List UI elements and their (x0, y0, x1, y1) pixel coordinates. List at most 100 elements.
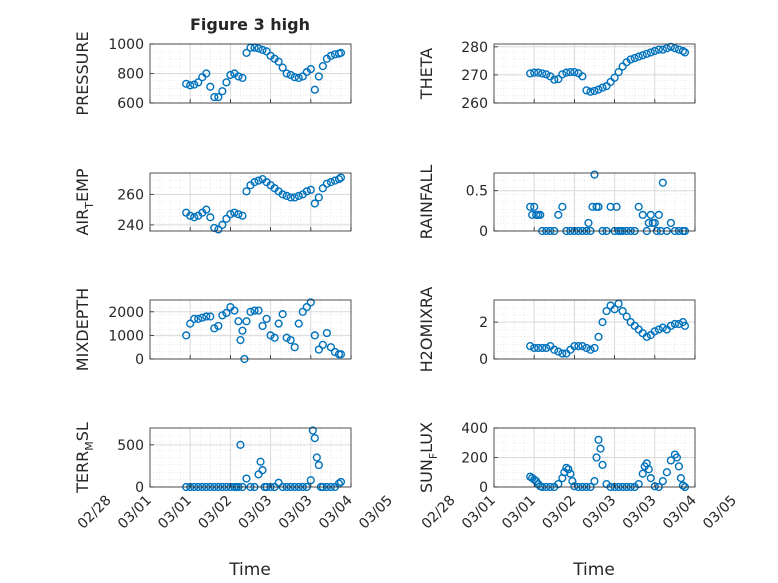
data-point (644, 465, 653, 474)
data-point (650, 46, 659, 56)
data-point (622, 312, 631, 321)
data-point (602, 82, 611, 91)
data-point (186, 81, 195, 90)
data-point (274, 319, 283, 328)
data-point (610, 305, 619, 314)
data-point (658, 477, 667, 486)
data-point (302, 187, 311, 196)
x-tick-label: 03/05 (700, 493, 740, 533)
data-point (186, 211, 195, 220)
data-point (654, 325, 663, 334)
data-point (262, 47, 271, 56)
data-point (242, 187, 251, 196)
subplot-sun-flux: 0 200 400 SUNFLUX (417, 421, 696, 496)
data-point (234, 210, 243, 219)
data-point (582, 343, 591, 353)
y-tick-label: 200 (461, 451, 488, 467)
data-point (218, 220, 227, 229)
data-point (286, 70, 295, 80)
data-point (282, 333, 291, 342)
data-point (538, 69, 547, 78)
y-axis-label: SUNFLUX (417, 422, 440, 493)
data-point (644, 218, 653, 228)
data-point (594, 85, 603, 94)
x-tick-label: 03/01 (115, 493, 155, 533)
data-point (206, 213, 215, 222)
data-point (230, 208, 239, 217)
data-point (646, 474, 655, 483)
data-point (336, 173, 346, 182)
subplot-grid: 600 800 1000 PRESSURE 260 270 280 THETA 240 260 AI… (73, 31, 740, 532)
data-point (256, 457, 265, 466)
data-point (638, 51, 647, 60)
y-tick-label: 800 (117, 67, 144, 83)
data-point (634, 52, 643, 61)
data-point (194, 314, 203, 323)
data-point (646, 210, 655, 219)
data-point (250, 306, 259, 315)
data-point (210, 92, 219, 102)
data-point (336, 477, 346, 487)
data-point (242, 317, 251, 326)
data-point (558, 70, 567, 79)
data-point (672, 453, 682, 462)
data-point (202, 69, 211, 78)
data-point (236, 440, 245, 449)
data-point (286, 336, 295, 345)
x-tick-label: 03/01 (499, 493, 539, 533)
data-point (638, 210, 647, 219)
x-tick-label: 03/02 (195, 493, 235, 533)
data-point (646, 48, 655, 57)
data-point (202, 205, 211, 214)
data-point (530, 68, 539, 77)
x-tick-label: 03/05 (356, 493, 396, 533)
data-point (290, 73, 299, 82)
data-point (336, 48, 346, 57)
data-point (562, 68, 571, 77)
data-point (270, 333, 279, 342)
data-point (314, 72, 323, 81)
subplot-pressure: 600 800 1000 PRESSURE (73, 31, 352, 116)
data-point (568, 477, 577, 486)
y-tick-label: 1000 (108, 328, 144, 344)
data-point (234, 72, 243, 81)
data-point (238, 326, 247, 335)
data-point (314, 460, 323, 470)
data-point (606, 202, 615, 211)
data-point (306, 185, 315, 194)
data-point (310, 434, 319, 443)
data-point (326, 178, 336, 187)
data-point (336, 350, 346, 359)
data-point (298, 307, 307, 316)
subplot-rainfall: 0 0.5 RAINFALL (417, 165, 696, 240)
data-point (526, 69, 535, 78)
data-point (274, 478, 283, 487)
data-point (582, 86, 591, 95)
y-tick-label: 260 (461, 96, 488, 112)
data-point (294, 319, 303, 328)
data-point (290, 343, 299, 352)
data-point (294, 191, 303, 200)
data-point (190, 314, 199, 323)
x-tick-label: 03/03 (276, 493, 316, 533)
data-point (554, 210, 563, 219)
axes-box (493, 172, 696, 232)
data-point (550, 75, 559, 84)
subplot-air-temp: 240 260 AIRTEMP (73, 168, 352, 236)
data-point (302, 302, 311, 312)
data-point (562, 463, 571, 472)
y-tick-label: 0 (479, 224, 488, 240)
x-tick-label: 02/28 (419, 493, 459, 533)
data-point (658, 45, 667, 54)
data-point (642, 332, 651, 341)
data-point (638, 469, 647, 478)
data-point (214, 92, 223, 102)
data-point (226, 70, 235, 80)
data-point (198, 313, 207, 322)
y-axis-label: PRESSURE (73, 31, 92, 115)
data-point (676, 474, 686, 483)
data-point (554, 75, 563, 84)
x-tick-label: 03/03 (580, 493, 620, 533)
data-point (318, 340, 327, 349)
